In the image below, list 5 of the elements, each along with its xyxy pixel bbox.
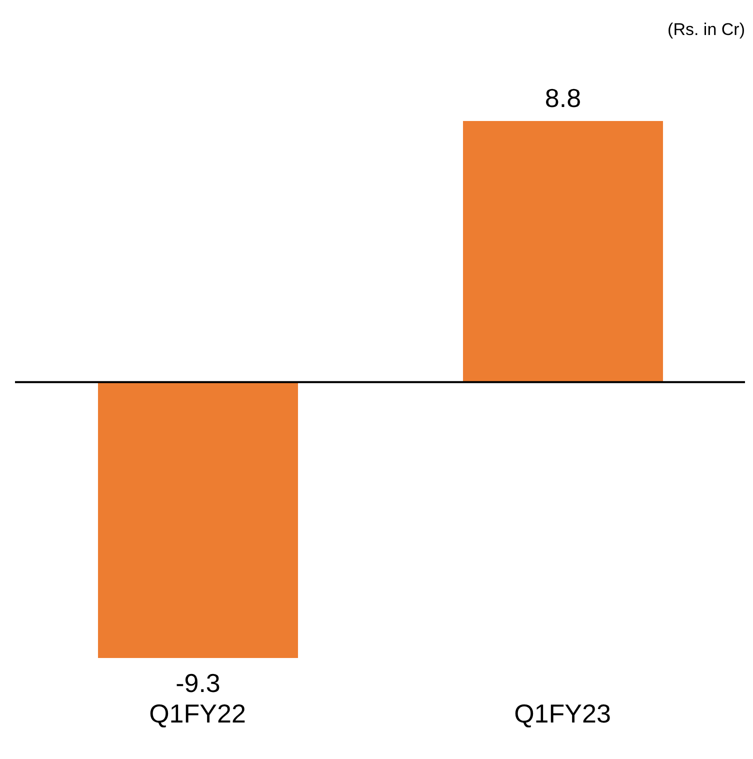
text: (Rs. in Cr)	[668, 20, 745, 40]
data-label: 8.8	[544, 83, 582, 114]
x-tick-label: Q1FY22	[149, 698, 246, 728]
x-tick-label: Q1FY23	[514, 698, 611, 728]
data-label: -9.3	[176, 668, 220, 698]
